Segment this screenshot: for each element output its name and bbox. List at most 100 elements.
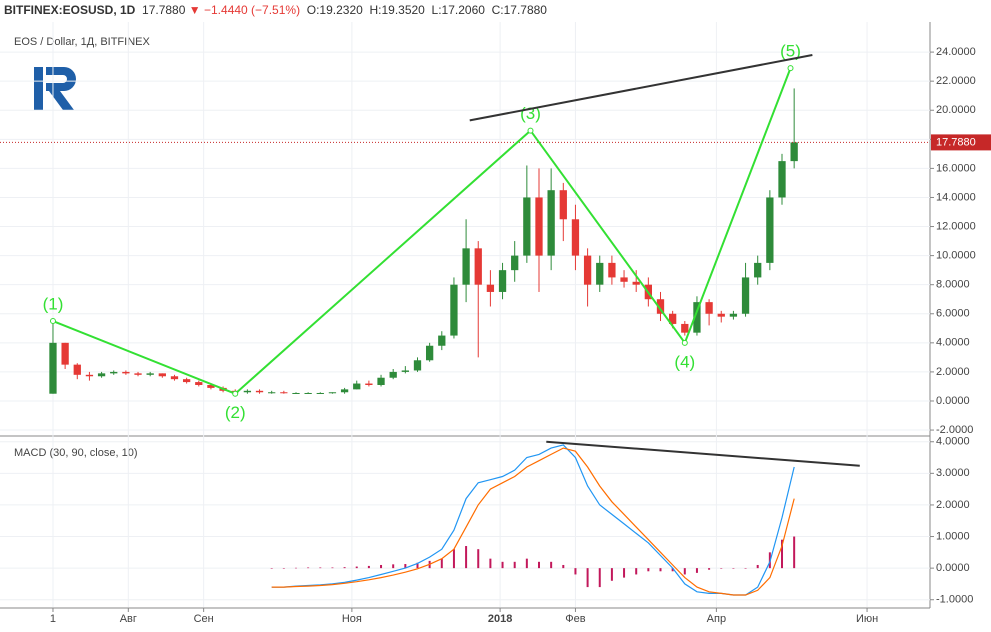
candle-body: [547, 190, 555, 256]
histogram-bar: [695, 568, 698, 573]
price-label-bg: [931, 134, 991, 151]
y-tick-label: 12.0000: [936, 220, 976, 232]
histogram-bar: [307, 567, 310, 569]
histogram-bar: [598, 568, 601, 588]
y-tick-label: 4.0000: [936, 436, 970, 448]
histogram-bar: [708, 568, 711, 570]
candle-body: [316, 392, 324, 394]
price-panel-title: EOS / Dollar, 1Д, BITFINEX: [14, 36, 150, 48]
high: H:19.3520: [369, 3, 425, 17]
y-tick-label: 14.0000: [936, 191, 976, 203]
candle-body: [280, 392, 288, 394]
candle-body: [729, 313, 738, 317]
y-tick-label: 10.0000: [936, 250, 976, 262]
histogram-bar: [501, 561, 504, 569]
wave-point: [681, 339, 688, 346]
candle-body: [766, 197, 774, 263]
y-tick-label: 0.0000: [936, 395, 970, 407]
candle-body: [425, 345, 434, 361]
candle-body: [413, 360, 422, 371]
logo: [34, 67, 76, 110]
histogram-bar: [294, 567, 297, 569]
candle-body: [73, 364, 81, 375]
histogram-bar: [489, 558, 492, 569]
histogram-bar: [282, 568, 285, 569]
wave-point: [49, 318, 56, 325]
histogram-bar: [465, 546, 468, 569]
histogram-bar: [756, 564, 759, 569]
candle-body: [110, 371, 118, 374]
y-tick-label: 1.0000: [936, 530, 970, 542]
candle-body: [292, 392, 300, 394]
candle-body: [365, 383, 373, 385]
histogram-bar: [562, 564, 565, 569]
histogram-bar: [793, 536, 796, 569]
candle-body: [632, 281, 640, 285]
candle-body: [583, 255, 592, 285]
histogram-bar: [380, 564, 383, 569]
y-tick-label: 0.0000: [936, 562, 970, 574]
candle-body: [61, 342, 69, 365]
candle-body: [656, 299, 665, 314]
candle-body: [523, 197, 531, 256]
candle-body: [717, 313, 725, 317]
y-tick-label: 2.0000: [936, 366, 970, 378]
histogram-bar: [319, 567, 322, 569]
candle-body: [438, 335, 446, 346]
histogram-bar: [513, 561, 516, 569]
low: L:17.2060: [431, 3, 485, 17]
candle-body: [389, 371, 397, 378]
logo-r: [46, 67, 76, 110]
candle-body: [85, 374, 94, 377]
histogram-bar: [477, 549, 480, 569]
histogram-bar: [610, 568, 613, 581]
y-tick-label: 4.0000: [936, 337, 970, 349]
histogram-bar: [659, 568, 662, 572]
candle-body: [49, 342, 57, 394]
candle-body: [195, 382, 203, 385]
macd-panel-title: MACD (30, 90, close, 10): [14, 447, 138, 459]
candle-body: [377, 377, 385, 385]
candle-body: [571, 219, 580, 256]
candle-body: [207, 384, 215, 388]
candle-body: [754, 262, 762, 278]
wave-point: [232, 390, 239, 397]
histogram-bar: [270, 568, 273, 569]
y-tick-label: 16.0000: [936, 162, 976, 174]
y-tick-label: 22.0000: [936, 75, 976, 87]
candle-body: [741, 277, 750, 314]
candle-body: [669, 313, 677, 324]
histogram-bar: [647, 568, 650, 572]
histogram-bar: [416, 562, 419, 569]
y-tick-label: 24.0000: [936, 46, 976, 58]
y-tick-label: 8.0000: [936, 279, 970, 291]
candle-body: [304, 392, 312, 394]
candle-body: [182, 379, 191, 383]
histogram-bar: [781, 539, 784, 569]
histogram-bar: [744, 568, 747, 569]
wave-point: [527, 127, 534, 134]
y-tick-label: 20.0000: [936, 104, 976, 116]
candle-body: [170, 376, 179, 380]
y-tick-label: -1.0000: [936, 594, 973, 606]
candle-body: [134, 373, 142, 375]
candle-body: [462, 248, 470, 285]
candle-body: [340, 389, 349, 393]
histogram-bar: [574, 568, 577, 575]
histogram-bar: [683, 568, 686, 575]
change-arrow: ▼: [188, 3, 201, 17]
last-price: 17.7880: [142, 3, 186, 17]
x-tick-label: Ноя: [342, 613, 362, 625]
histogram-bar: [343, 567, 346, 569]
histogram-bar: [392, 564, 395, 569]
trendline: [469, 54, 813, 122]
histogram-bar: [404, 564, 407, 569]
candle-body: [620, 277, 628, 282]
candle-body: [450, 284, 458, 336]
histogram-bar: [586, 568, 589, 588]
histogram-bar: [550, 561, 553, 569]
x-tick-label: Фев: [565, 613, 585, 625]
candle-body: [681, 323, 689, 333]
open: O:19.2320: [306, 3, 363, 17]
